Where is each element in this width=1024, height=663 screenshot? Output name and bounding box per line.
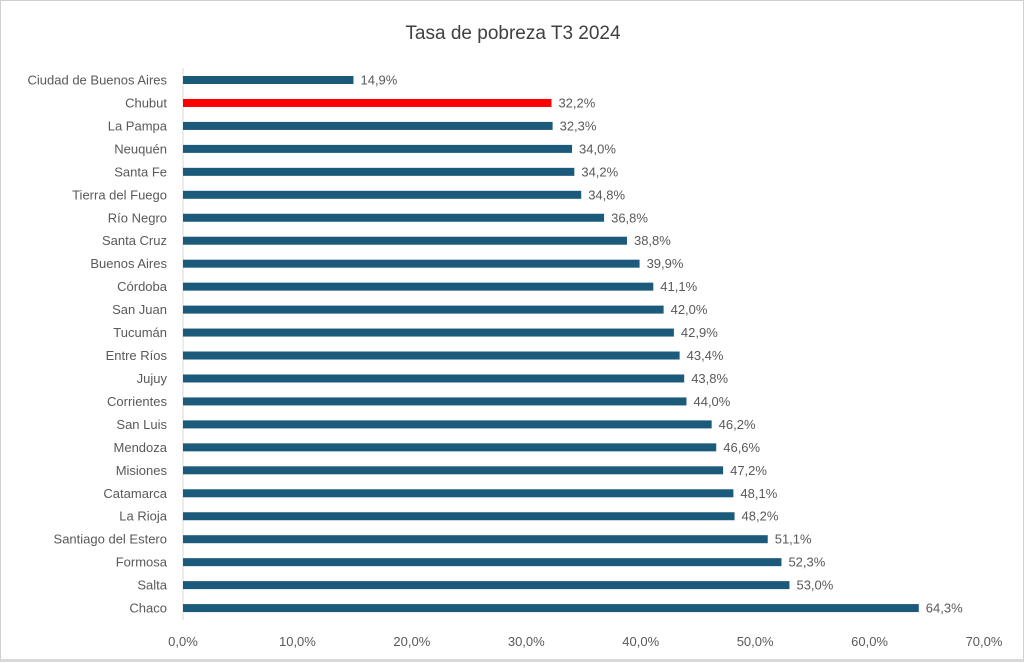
category-label: La Rioja — [119, 509, 167, 524]
bar — [183, 305, 664, 314]
bar — [183, 98, 552, 107]
data-label: 38,8% — [634, 233, 671, 248]
data-label: 43,4% — [687, 348, 724, 363]
bar — [183, 282, 654, 291]
x-tick-label: 20,0% — [393, 634, 430, 649]
bar — [183, 489, 734, 498]
category-label: Formosa — [116, 555, 168, 570]
data-label: 32,3% — [560, 118, 597, 133]
data-label: 46,6% — [723, 440, 760, 455]
category-label: Tierra del Fuego — [72, 187, 167, 202]
data-label: 39,9% — [647, 256, 684, 271]
bar — [183, 535, 768, 544]
data-label: 47,2% — [730, 463, 767, 478]
data-label: 42,0% — [671, 302, 708, 317]
category-label: Santa Fe — [114, 164, 167, 179]
bar — [183, 236, 627, 245]
data-label: 48,1% — [740, 486, 777, 501]
category-label: Santa Cruz — [102, 233, 167, 248]
category-label: San Juan — [112, 302, 167, 317]
bar — [183, 581, 790, 590]
x-tick-label: 70,0% — [966, 634, 1003, 649]
data-label: 52,3% — [788, 555, 825, 570]
category-label: Neuquén — [114, 141, 167, 156]
category-label: San Luis — [116, 417, 167, 432]
data-label: 53,0% — [796, 578, 833, 593]
bar — [183, 213, 605, 222]
bar — [183, 558, 782, 567]
data-label: 48,2% — [742, 509, 779, 524]
data-label: 46,2% — [719, 417, 756, 432]
bar — [183, 420, 712, 429]
category-label: Tucumán — [113, 325, 167, 340]
bar — [183, 443, 717, 452]
x-tick-label: 60,0% — [851, 634, 888, 649]
x-tick-label: 0,0% — [168, 634, 198, 649]
data-label: 32,2% — [558, 95, 595, 110]
category-label: Buenos Aires — [90, 256, 167, 271]
bar — [183, 259, 640, 268]
category-label: Río Negro — [108, 210, 167, 225]
x-tick-label: 40,0% — [622, 634, 659, 649]
bar — [183, 512, 735, 521]
bar — [183, 466, 724, 475]
bar — [183, 121, 553, 130]
category-label: Catamarca — [103, 486, 167, 501]
category-label: Corrientes — [107, 394, 167, 409]
category-label: Entre Ríos — [106, 348, 168, 363]
x-tick-label: 30,0% — [508, 634, 545, 649]
bar — [183, 190, 582, 199]
x-tick-label: 10,0% — [279, 634, 316, 649]
category-label: Córdoba — [117, 279, 168, 294]
category-label: Ciudad de Buenos Aires — [28, 73, 168, 88]
bar — [183, 167, 575, 176]
category-label: Mendoza — [114, 440, 168, 455]
data-label: 43,8% — [691, 371, 728, 386]
data-label: 51,1% — [775, 532, 812, 547]
bar — [183, 328, 674, 337]
x-tick-label: 50,0% — [737, 634, 774, 649]
bar — [183, 604, 919, 613]
category-label: Salta — [137, 578, 167, 593]
data-label: 14,9% — [360, 73, 397, 88]
data-label: 34,2% — [581, 164, 618, 179]
category-label: Chubut — [125, 95, 167, 110]
chart-title: Tasa de pobreza T3 2024 — [405, 23, 621, 44]
category-label: Misiones — [116, 463, 168, 478]
data-label: 34,0% — [579, 141, 616, 156]
data-label: 42,9% — [681, 325, 718, 340]
category-label: La Pampa — [108, 118, 168, 133]
bar — [183, 76, 354, 84]
data-label: 64,3% — [926, 601, 963, 616]
category-label: Santiago del Estero — [54, 532, 167, 547]
category-label: Jujuy — [137, 371, 168, 386]
category-label: Chaco — [129, 601, 167, 616]
data-label: 41,1% — [660, 279, 697, 294]
data-label: 34,8% — [588, 187, 625, 202]
data-label: 36,8% — [611, 210, 648, 225]
bar — [183, 397, 687, 406]
data-label: 44,0% — [693, 394, 730, 409]
bar — [183, 351, 680, 360]
bar — [183, 144, 573, 153]
bar — [183, 374, 685, 383]
